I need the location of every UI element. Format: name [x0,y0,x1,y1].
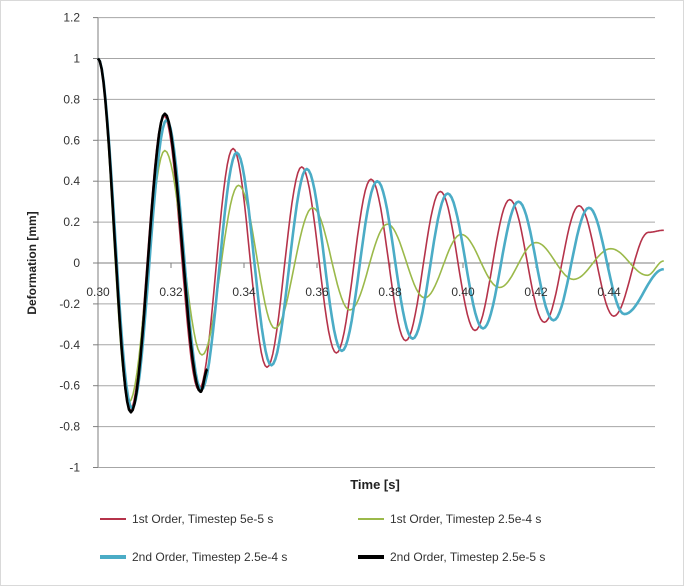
y-tick-label: -0.6 [59,379,80,393]
series-line-3 [96,57,665,410]
x-tick-label: 0.34 [232,285,256,299]
legend-label: 1st Order, Timestep 2.5e-4 s [390,512,542,526]
y-tick-label: 0.6 [63,133,80,147]
legend-label: 2nd Order, Timestep 2.5e-4 s [132,550,288,564]
legend-item-2: 1st Order, Timestep 2.5e-4 s [358,512,541,526]
legend-item-1: 1st Order, Timestep 5e-5 s [100,512,273,526]
y-tick-label: 0.2 [63,215,80,229]
legend-item-4: 2nd Order, Timestep 2.5e-5 s [358,550,545,564]
chart-legend: 1st Order, Timestep 5e-5 s 1st Order, Tim… [100,512,660,582]
legend-swatch [358,518,384,520]
y-tick-label: 1 [73,52,80,66]
y-tick-label: 0.8 [63,92,80,106]
x-axis-title: Time [s] [350,477,400,492]
legend-label: 2nd Order, Timestep 2.5e-5 s [390,550,546,564]
y-tick-label: -1 [69,461,80,475]
x-tick-label: 0.36 [305,285,329,299]
x-tick-label: 0.38 [378,285,402,299]
tick-labels: -1 -0.8 -0.6 -0.4 -0.2 0 0.2 0.4 0.6 0.8 1 1.2 0.30 0… [59,11,621,475]
series-lines [96,57,665,414]
y-tick-label: -0.2 [59,297,80,311]
x-tick-label: 0.42 [524,285,548,299]
y-tick-label: 1.2 [63,11,80,25]
legend-label: 1st Order, Timestep 5e-5 s [132,512,274,526]
x-tick-label: 0.44 [597,285,621,299]
legend-swatch [100,518,126,520]
axes [93,17,655,468]
x-tick-label: 0.32 [159,285,183,299]
x-tick-label: 0.30 [86,285,110,299]
legend-swatch [100,555,126,559]
y-tick-label: 0.4 [63,174,80,188]
series-line-4 [96,57,209,414]
x-tick-label: 0.40 [451,285,475,299]
legend-item-3: 2nd Order, Timestep 2.5e-4 s [100,550,287,564]
legend-swatch [358,555,384,559]
y-tick-label: 0 [73,256,80,270]
y-tick-label: -0.8 [59,420,80,434]
y-tick-label: -0.4 [59,338,80,352]
series-line-2 [97,58,664,403]
y-axis-title: Deformation [mm] [25,211,39,314]
